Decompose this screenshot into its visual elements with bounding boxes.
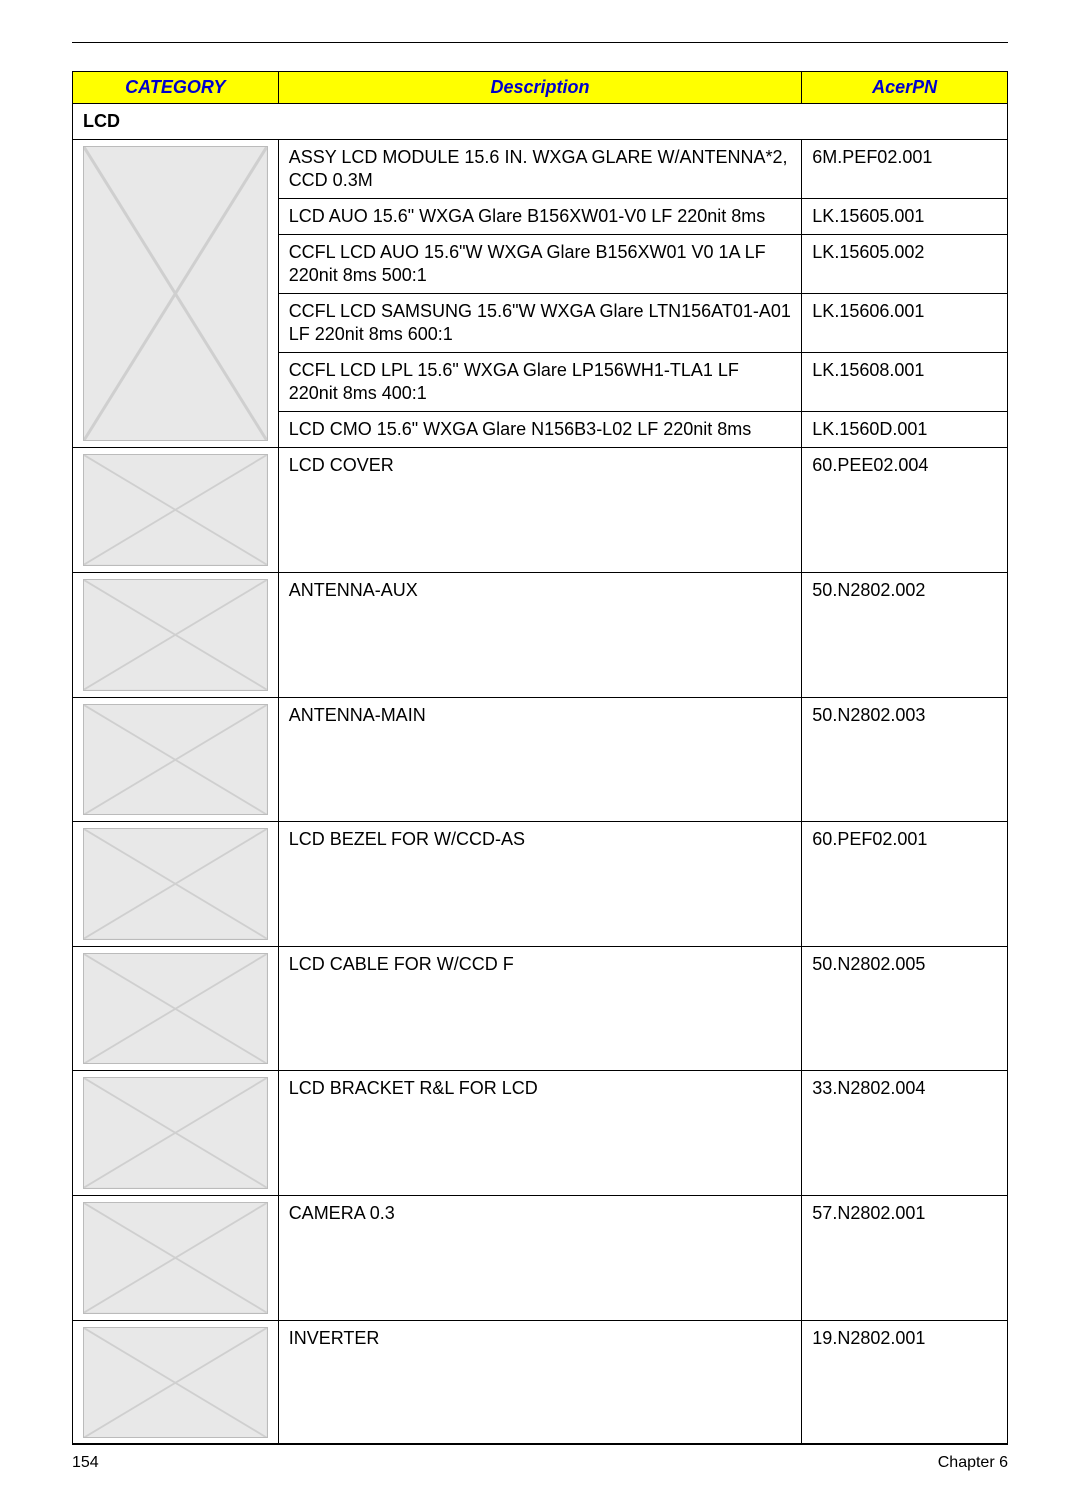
part-description: LCD CMO 15.6" WXGA Glare N156B3-L02 LF 2…	[278, 412, 802, 448]
part-image-cell	[73, 822, 279, 947]
part-image	[83, 953, 268, 1065]
part-image-cell	[73, 1196, 279, 1321]
page: CATEGORY Description AcerPN LCD ASSY LCD…	[0, 0, 1080, 1512]
part-description: LCD BEZEL FOR W/CCD-AS	[278, 822, 802, 947]
part-number: LK.15605.002	[802, 235, 1008, 294]
part-description: LCD AUO 15.6" WXGA Glare B156XW01-V0 LF …	[278, 199, 802, 235]
part-description: ASSY LCD MODULE 15.6 IN. WXGA GLARE W/AN…	[278, 140, 802, 199]
part-description: CAMERA 0.3	[278, 1196, 802, 1321]
page-footer: 154 Chapter 6	[72, 1443, 1008, 1472]
part-image-cell	[73, 572, 279, 697]
table-row: CAMERA 0.357.N2802.001	[73, 1196, 1008, 1321]
part-number: 33.N2802.004	[802, 1071, 1008, 1196]
section-row: LCD	[73, 104, 1008, 140]
part-image	[83, 579, 268, 691]
part-number: 60.PEE02.004	[802, 448, 1008, 573]
table-row: LCD COVER60.PEE02.004	[73, 448, 1008, 573]
part-number: 50.N2802.005	[802, 946, 1008, 1071]
part-image	[83, 704, 268, 816]
table-row: LCD BRACKET R&L FOR LCD33.N2802.004	[73, 1071, 1008, 1196]
header-acerpn: AcerPN	[802, 72, 1008, 104]
part-image	[83, 146, 268, 441]
part-number: 19.N2802.001	[802, 1320, 1008, 1445]
part-description: LCD BRACKET R&L FOR LCD	[278, 1071, 802, 1196]
part-image-cell	[73, 448, 279, 573]
table-row: LCD CABLE FOR W/CCD F50.N2802.005	[73, 946, 1008, 1071]
header-description: Description	[278, 72, 802, 104]
table-row: ANTENNA-MAIN50.N2802.003	[73, 697, 1008, 822]
table-body: LCD ASSY LCD MODULE 15.6 IN. WXGA GLARE …	[73, 104, 1008, 1445]
part-description: INVERTER	[278, 1320, 802, 1445]
table-header-row: CATEGORY Description AcerPN	[73, 72, 1008, 104]
part-image	[83, 1202, 268, 1314]
header-category: CATEGORY	[73, 72, 279, 104]
part-number: LK.15606.001	[802, 294, 1008, 353]
table-row: ANTENNA-AUX50.N2802.002	[73, 572, 1008, 697]
part-image-cell	[73, 1071, 279, 1196]
part-image-cell	[73, 697, 279, 822]
part-image-cell	[73, 946, 279, 1071]
part-image	[83, 1077, 268, 1189]
part-description: CCFL LCD AUO 15.6"W WXGA Glare B156XW01 …	[278, 235, 802, 294]
part-image-cell	[73, 1320, 279, 1445]
table-row: INVERTER19.N2802.001	[73, 1320, 1008, 1445]
table-row: ASSY LCD MODULE 15.6 IN. WXGA GLARE W/AN…	[73, 140, 1008, 199]
part-image-cell	[73, 140, 279, 448]
part-description: ANTENNA-AUX	[278, 572, 802, 697]
part-description: LCD CABLE FOR W/CCD F	[278, 946, 802, 1071]
footer-rule	[72, 1443, 1008, 1444]
part-number: 6M.PEF02.001	[802, 140, 1008, 199]
part-number: 57.N2802.001	[802, 1196, 1008, 1321]
part-image	[83, 828, 268, 940]
part-number: LK.15605.001	[802, 199, 1008, 235]
table-row: LCD BEZEL FOR W/CCD-AS60.PEF02.001	[73, 822, 1008, 947]
part-description: ANTENNA-MAIN	[278, 697, 802, 822]
part-image	[83, 454, 268, 566]
footer-row: 154 Chapter 6	[72, 1454, 1008, 1472]
page-number: 154	[72, 1454, 99, 1472]
part-number: LK.1560D.001	[802, 412, 1008, 448]
part-number: LK.15608.001	[802, 353, 1008, 412]
part-description: LCD COVER	[278, 448, 802, 573]
part-number: 50.N2802.003	[802, 697, 1008, 822]
section-title: LCD	[73, 104, 1008, 140]
part-number: 50.N2802.002	[802, 572, 1008, 697]
part-description: CCFL LCD SAMSUNG 15.6"W WXGA Glare LTN15…	[278, 294, 802, 353]
chapter-label: Chapter 6	[938, 1454, 1008, 1472]
part-description: CCFL LCD LPL 15.6" WXGA Glare LP156WH1-T…	[278, 353, 802, 412]
parts-table: CATEGORY Description AcerPN LCD ASSY LCD…	[72, 71, 1008, 1445]
top-rule	[72, 42, 1008, 43]
part-number: 60.PEF02.001	[802, 822, 1008, 947]
part-image	[83, 1327, 268, 1439]
